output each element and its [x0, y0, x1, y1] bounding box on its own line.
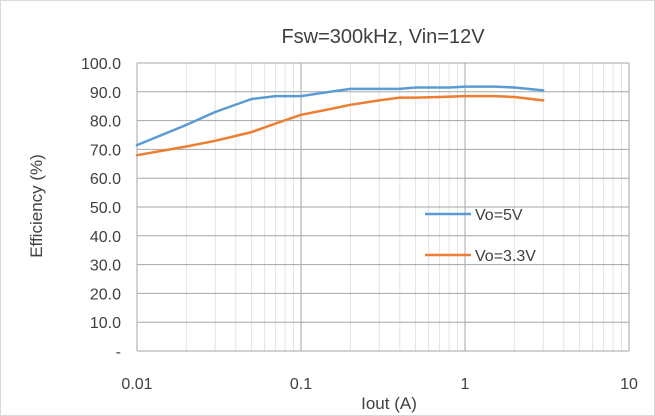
chart-title: Fsw=300kHz, Vin=12V [281, 26, 485, 48]
y-tick-label: 100.0 [81, 56, 121, 73]
x-tick-labels: 0.01 0.1 1 10 [121, 376, 638, 393]
legend-label: Vo=3.3V [475, 248, 536, 265]
y-tick-label: 50.0 [90, 200, 121, 217]
y-tick-label: 90.0 [90, 85, 121, 102]
x-tick-label: 1 [461, 376, 470, 393]
y-axis-title: Efficiency (%) [27, 154, 46, 258]
grid [136, 62, 630, 352]
y-tick-label: 10.0 [90, 315, 121, 332]
series-line [135, 94, 545, 157]
y-tick-labels: - 10.0 20.0 30.0 40.0 50.0 60.0 70.0 80.0 90.0 100… [81, 56, 121, 361]
x-tick-label: 0.01 [121, 376, 152, 393]
y-tick-label: 20.0 [90, 286, 121, 303]
x-axis-title: Iout (A) [361, 394, 417, 413]
legend: Vo=5V Vo=3.3V [425, 207, 536, 265]
y-tick-label: 60.0 [90, 171, 121, 188]
legend-label: Vo=5V [475, 207, 523, 224]
y-tick-label: - [116, 344, 121, 361]
y-tick-label: 30.0 [90, 258, 121, 275]
y-tick-label: 80.0 [90, 114, 121, 131]
y-tick-label: 40.0 [90, 229, 121, 246]
x-tick-label: 0.1 [290, 376, 312, 393]
series-lines [135, 85, 545, 157]
x-tick-label: 10 [620, 376, 638, 393]
series-line [135, 85, 545, 147]
y-tick-label: 70.0 [90, 142, 121, 159]
